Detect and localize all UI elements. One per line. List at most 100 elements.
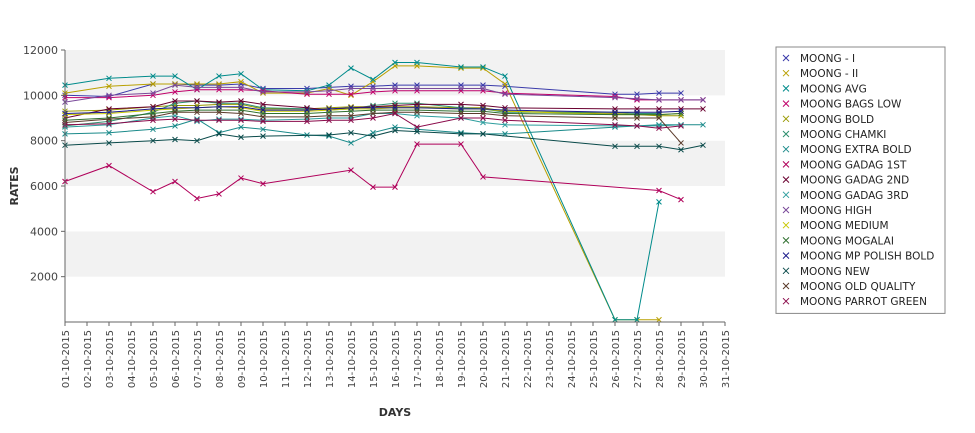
series-line bbox=[64, 65, 659, 321]
data-point bbox=[238, 84, 244, 91]
data-point bbox=[260, 87, 266, 94]
data-point bbox=[260, 126, 266, 133]
legend-item: MOONG NEW bbox=[782, 266, 870, 278]
data-point bbox=[326, 106, 332, 112]
data-point bbox=[348, 167, 354, 173]
data-point bbox=[612, 316, 618, 323]
data-point bbox=[370, 133, 376, 139]
data-point bbox=[106, 129, 112, 136]
data-point bbox=[370, 115, 376, 121]
series-group bbox=[62, 103, 684, 117]
data-point bbox=[150, 106, 156, 112]
data-point bbox=[480, 85, 486, 92]
data-point bbox=[172, 82, 178, 88]
grid-band bbox=[65, 231, 725, 277]
data-point bbox=[238, 117, 244, 124]
data-point bbox=[326, 112, 332, 119]
legend-item: MOONG BOLD bbox=[782, 114, 874, 126]
legend-marker bbox=[782, 100, 790, 107]
data-point bbox=[458, 115, 464, 121]
data-point bbox=[678, 196, 684, 203]
data-point bbox=[260, 107, 266, 113]
legend-marker bbox=[782, 130, 790, 138]
series-line bbox=[64, 129, 704, 151]
data-point bbox=[106, 109, 112, 116]
legend-marker bbox=[782, 237, 790, 244]
data-point bbox=[458, 108, 464, 115]
legend-label: MOONG GADAG 1ST bbox=[800, 159, 907, 171]
data-point bbox=[238, 103, 244, 110]
data-point bbox=[656, 115, 662, 121]
data-point bbox=[414, 124, 420, 130]
data-point bbox=[458, 87, 464, 94]
data-point bbox=[172, 109, 178, 116]
data-point bbox=[238, 110, 244, 117]
grid-band bbox=[65, 276, 725, 322]
x-tick-label: 13-10-2015 bbox=[325, 330, 336, 388]
data-point bbox=[392, 87, 398, 94]
legend-marker bbox=[782, 85, 790, 92]
x-tick-label: 09-10-2015 bbox=[237, 330, 248, 388]
legend-item: MOONG - II bbox=[782, 68, 858, 80]
data-point bbox=[106, 120, 112, 127]
data-point bbox=[260, 180, 266, 187]
data-point bbox=[392, 184, 398, 190]
data-point bbox=[458, 106, 464, 112]
data-point bbox=[348, 129, 354, 136]
legend-box bbox=[775, 46, 946, 314]
series-line bbox=[64, 143, 682, 201]
y-tick-label: 4000 bbox=[30, 225, 58, 238]
data-point bbox=[656, 97, 662, 103]
data-point bbox=[348, 91, 354, 98]
x-tick-label: 10-10-2015 bbox=[259, 330, 270, 388]
data-point bbox=[502, 81, 508, 87]
data-point bbox=[172, 116, 178, 122]
data-point bbox=[348, 83, 354, 90]
data-point bbox=[348, 117, 354, 124]
x-tick-label: 17-10-2015 bbox=[413, 330, 424, 388]
legend-item: MOONG MOGALAI bbox=[782, 235, 894, 247]
x-tick-label: 11-10-2015 bbox=[281, 330, 292, 388]
data-point bbox=[238, 98, 244, 104]
data-point bbox=[150, 81, 156, 87]
x-tick-label: 07-10-2015 bbox=[193, 330, 204, 388]
data-point bbox=[458, 131, 464, 137]
data-point bbox=[480, 106, 486, 112]
legend-item: MOONG MP POLISH BOLD bbox=[782, 251, 934, 263]
data-point bbox=[106, 92, 112, 99]
data-point bbox=[370, 184, 376, 190]
data-point bbox=[304, 116, 310, 122]
series-line bbox=[64, 84, 703, 103]
data-point bbox=[656, 90, 662, 96]
legend-label: MOONG EXTRA BOLD bbox=[800, 144, 912, 156]
data-point bbox=[370, 83, 376, 90]
data-point bbox=[216, 103, 222, 110]
data-point bbox=[194, 102, 200, 109]
x-tick-label: 20-10-2015 bbox=[479, 330, 490, 388]
legend-item: MOONG OLD QUALITY bbox=[782, 281, 916, 293]
grid-band bbox=[65, 186, 725, 232]
data-point bbox=[216, 191, 222, 197]
data-point bbox=[194, 195, 200, 202]
legend-marker bbox=[782, 252, 790, 259]
data-point bbox=[194, 107, 200, 113]
data-point bbox=[172, 73, 178, 79]
series-group bbox=[62, 63, 662, 323]
data-point bbox=[414, 109, 420, 116]
data-point bbox=[348, 104, 354, 111]
legend-item: MOONG GADAG 3RD bbox=[782, 190, 909, 202]
data-point bbox=[458, 141, 464, 147]
data-point bbox=[260, 114, 266, 120]
data-point bbox=[172, 178, 178, 185]
data-point bbox=[656, 187, 662, 194]
data-point bbox=[150, 90, 156, 96]
legend-label: MOONG AVG bbox=[800, 83, 867, 95]
data-point bbox=[106, 75, 112, 82]
data-point bbox=[480, 115, 486, 121]
legend-item: MOONG MEDIUM bbox=[782, 220, 889, 232]
axes-layer: 2000 4000 6000 8000 10000 12000 01-10-2015 02-1… bbox=[23, 44, 732, 388]
data-point bbox=[700, 121, 706, 128]
data-point bbox=[150, 126, 156, 133]
data-point bbox=[304, 118, 310, 125]
series-group bbox=[62, 127, 706, 153]
